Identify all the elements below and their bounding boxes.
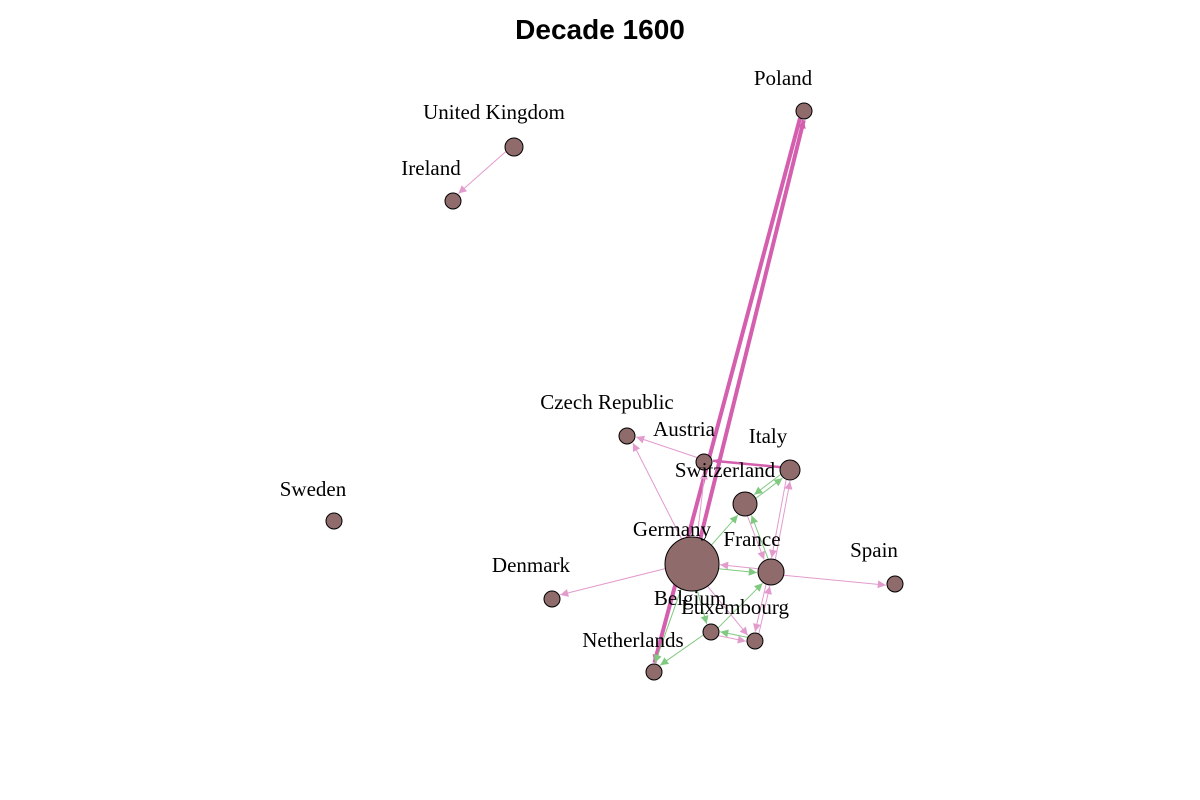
edge-switzerland-italy — [755, 477, 783, 499]
edge-germany-luxembourg — [707, 585, 749, 636]
edge-france-switzerland — [750, 515, 769, 560]
node-germany — [664, 536, 720, 592]
node-czech — [618, 427, 636, 445]
node-label-poland: Poland — [754, 66, 813, 90]
node-ireland — [444, 192, 462, 210]
labels-layer: Germany France Switzerland Italy Austria Czec… — [280, 66, 899, 652]
edge-germany-denmark — [560, 568, 666, 597]
edge-italy-france — [769, 479, 787, 558]
node-denmark — [543, 590, 561, 608]
diagram-title: Decade 1600 — [515, 14, 685, 45]
node-austria — [695, 453, 713, 471]
edges-layer — [458, 117, 886, 666]
node-label-spain: Spain — [850, 538, 898, 562]
node-label-italy: Italy — [749, 424, 788, 448]
node-spain — [886, 575, 904, 593]
node-label-germany: Germany — [633, 517, 712, 541]
edge-germany-czech — [632, 442, 683, 540]
node-label-switzerland: Switzerland — [675, 458, 776, 482]
node-belgium — [702, 623, 720, 641]
edge-luxembourg-belgium — [720, 629, 748, 638]
edge-germany-belgium — [696, 590, 709, 625]
node-label-ireland: Ireland — [401, 156, 461, 180]
edge-switzerland-france — [746, 515, 765, 560]
node-label-austria: Austria — [653, 417, 716, 441]
edge-france-italy — [774, 481, 793, 560]
edge-belgium-france — [717, 582, 763, 629]
edge-austria-czech — [636, 435, 698, 458]
edge-germany-austria — [696, 471, 708, 538]
edge-uk-ireland — [458, 151, 507, 194]
edge-germany-france — [718, 567, 757, 576]
node-switzerland — [732, 491, 758, 517]
node-label-luxembourg: Luxembourg — [681, 595, 790, 619]
edge-italy-switzerland — [753, 474, 782, 495]
edge-germany-switzerland — [711, 514, 739, 546]
node-label-sweden: Sweden — [280, 477, 347, 501]
edge-france-spain — [783, 574, 886, 589]
node-label-uk: United Kingdom — [423, 100, 565, 124]
node-luxembourg — [746, 632, 764, 650]
node-label-belgium: Belgium — [654, 586, 726, 610]
node-label-czech: Czech Republic — [540, 390, 674, 414]
node-poland — [795, 102, 813, 120]
node-netherlands — [645, 663, 663, 681]
node-label-france: France — [723, 527, 780, 551]
node-label-netherlands: Netherlands — [582, 628, 683, 652]
node-sweden — [325, 512, 343, 530]
nodes-layer — [325, 102, 904, 681]
node-uk — [504, 137, 524, 157]
node-label-denmark: Denmark — [492, 553, 571, 577]
node-italy — [779, 459, 801, 481]
node-france — [757, 558, 785, 586]
edge-germany-poland — [698, 119, 806, 539]
edge-germany-netherlands — [653, 588, 682, 663]
edge-italy-austria — [712, 457, 781, 469]
edge-belgium-netherlands — [659, 634, 704, 666]
edge-france-germany — [720, 561, 759, 570]
edge-luxembourg-france — [758, 585, 772, 634]
